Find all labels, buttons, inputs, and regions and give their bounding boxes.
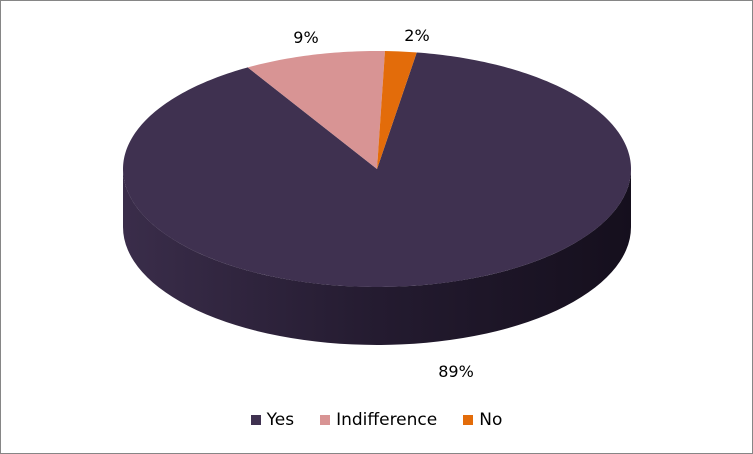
pie-slice-indifference — [247, 51, 385, 169]
legend-label: Indifference — [336, 410, 438, 430]
legend-item-yes: Yes — [250, 410, 295, 430]
legend: Yes Indifference No — [1, 410, 752, 430]
legend-item-indifference: Indifference — [320, 410, 437, 430]
data-label-no: 2% — [404, 26, 429, 45]
pie-slice-no — [377, 51, 417, 169]
legend-item-no: No — [463, 410, 502, 430]
legend-label: Yes — [266, 410, 295, 430]
legend-label: No — [479, 410, 503, 430]
legend-swatch — [463, 415, 474, 425]
data-label-indifference: 9% — [293, 28, 318, 47]
legend-swatch — [250, 415, 261, 425]
legend-swatch — [320, 415, 331, 425]
data-label-yes: 89% — [438, 362, 474, 381]
pie-slice-yes — [123, 52, 631, 287]
pie-side-yes — [123, 169, 631, 345]
